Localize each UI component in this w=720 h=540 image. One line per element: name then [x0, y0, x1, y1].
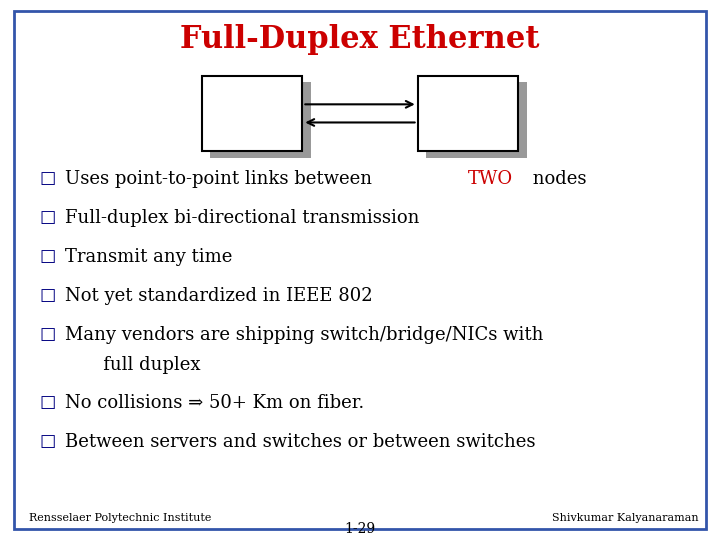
Bar: [210, 82, 311, 158]
Bar: [426, 82, 527, 158]
Text: □: □: [40, 433, 56, 449]
Bar: [202, 76, 302, 151]
Text: □: □: [40, 394, 56, 410]
Bar: [418, 76, 518, 151]
Text: Uses point-to-point links between: Uses point-to-point links between: [65, 170, 377, 188]
Text: Full-Duplex Ethernet: Full-Duplex Ethernet: [180, 24, 540, 55]
Text: No collisions ⇒ 50+ Km on fiber.: No collisions ⇒ 50+ Km on fiber.: [65, 394, 364, 411]
Text: Transmit any time: Transmit any time: [65, 248, 232, 266]
Text: □: □: [40, 170, 56, 187]
Text: Many vendors are shipping switch/bridge/NICs with: Many vendors are shipping switch/bridge/…: [65, 326, 543, 343]
Text: nodes: nodes: [526, 170, 586, 188]
Text: □: □: [40, 209, 56, 226]
Text: Shivkumar Kalyanaraman: Shivkumar Kalyanaraman: [552, 512, 698, 523]
Text: Rensselaer Polytechnic Institute: Rensselaer Polytechnic Institute: [29, 512, 211, 523]
Text: full duplex: full duplex: [86, 356, 201, 374]
Text: □: □: [40, 248, 56, 265]
Text: □: □: [40, 287, 56, 303]
Text: □: □: [40, 326, 56, 342]
Text: Full-duplex bi-directional transmission: Full-duplex bi-directional transmission: [65, 209, 419, 227]
Text: Not yet standardized in IEEE 802: Not yet standardized in IEEE 802: [65, 287, 372, 305]
Text: Between servers and switches or between switches: Between servers and switches or between …: [65, 433, 535, 450]
Text: TWO: TWO: [468, 170, 513, 188]
Text: 1-29: 1-29: [344, 522, 376, 536]
